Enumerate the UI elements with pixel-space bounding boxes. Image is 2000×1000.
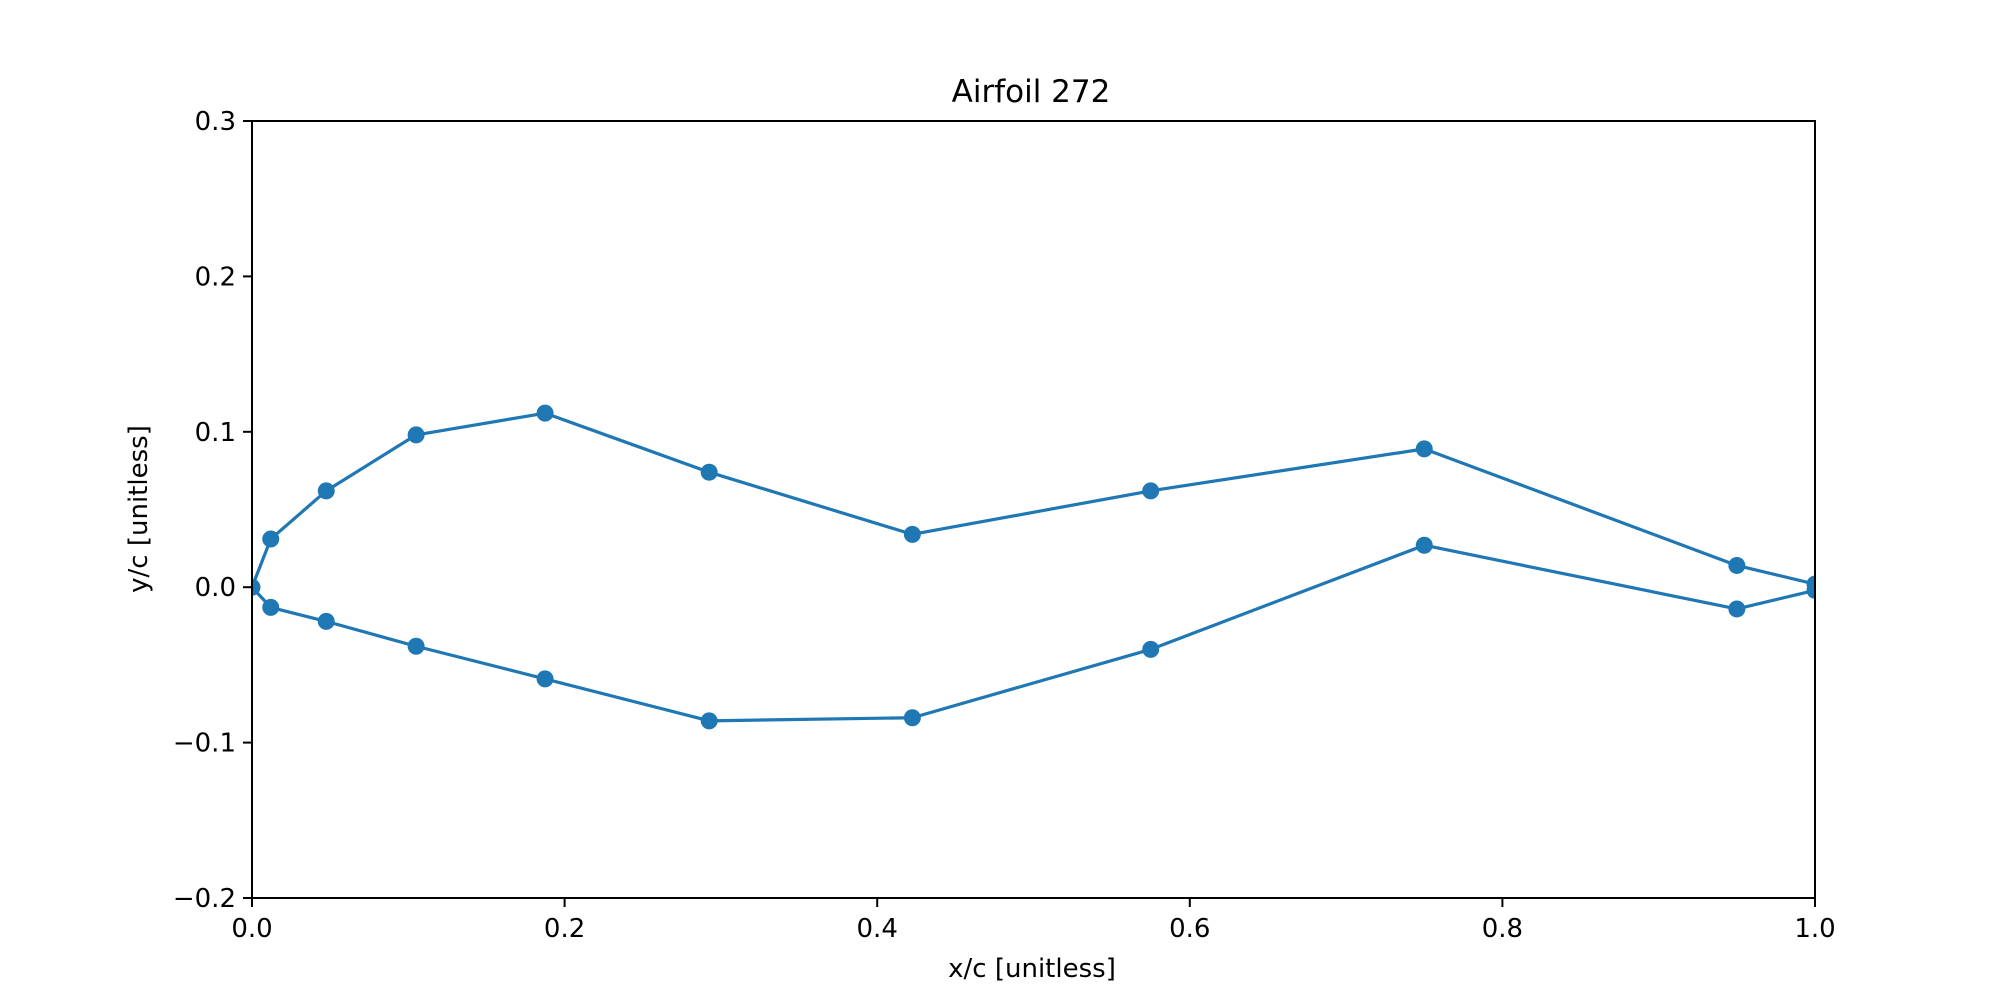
y-tick-label: 0.0 — [195, 573, 236, 603]
series-group — [252, 404, 1815, 730]
x-axis: 0.0 0.2 0.4 0.6 0.8 1.0 — [231, 898, 1836, 944]
y-tick-label: 0.3 — [195, 107, 236, 137]
data-point — [252, 578, 261, 596]
data-point — [1142, 482, 1160, 500]
y-tick-label: −0.1 — [173, 729, 236, 759]
y-tick-label: −0.2 — [173, 884, 236, 914]
x-tick-label: 0.4 — [857, 914, 898, 944]
data-point — [407, 426, 425, 444]
x-tick-label: 1.0 — [1794, 914, 1835, 944]
data-point — [1806, 581, 1815, 599]
data-point — [903, 709, 921, 727]
data-point — [700, 712, 718, 730]
data-point — [700, 463, 718, 481]
y-axis-label: y/c [unitless] — [124, 425, 154, 593]
chart-title: Airfoil 272 — [952, 74, 1111, 110]
data-point — [536, 404, 554, 422]
y-tick-label: 0.2 — [195, 262, 236, 292]
data-point — [1728, 556, 1746, 574]
x-tick-label: 0.2 — [544, 914, 585, 944]
x-tick-label: 0.8 — [1482, 914, 1523, 944]
x-tick-label: 0.6 — [1169, 914, 1210, 944]
y-tick-label: 0.1 — [195, 418, 236, 448]
data-point — [407, 637, 425, 655]
data-point — [1728, 600, 1746, 618]
data-point — [317, 482, 335, 500]
y-axis: −0.2 −0.1 0.0 0.1 0.2 0.3 — [173, 107, 252, 914]
data-point — [1415, 536, 1433, 554]
data-point — [262, 598, 280, 616]
axes-frame — [251, 120, 1816, 899]
data-point — [903, 525, 921, 543]
plot-area — [252, 404, 1815, 730]
data-point — [1415, 440, 1433, 458]
data-point — [262, 530, 280, 548]
data-point — [536, 670, 554, 688]
data-point — [317, 612, 335, 630]
x-tick-label: 0.0 — [231, 914, 272, 944]
data-point — [1142, 640, 1160, 658]
series-line — [252, 411, 1815, 723]
x-axis-label: x/c [unitless] — [948, 954, 1116, 984]
